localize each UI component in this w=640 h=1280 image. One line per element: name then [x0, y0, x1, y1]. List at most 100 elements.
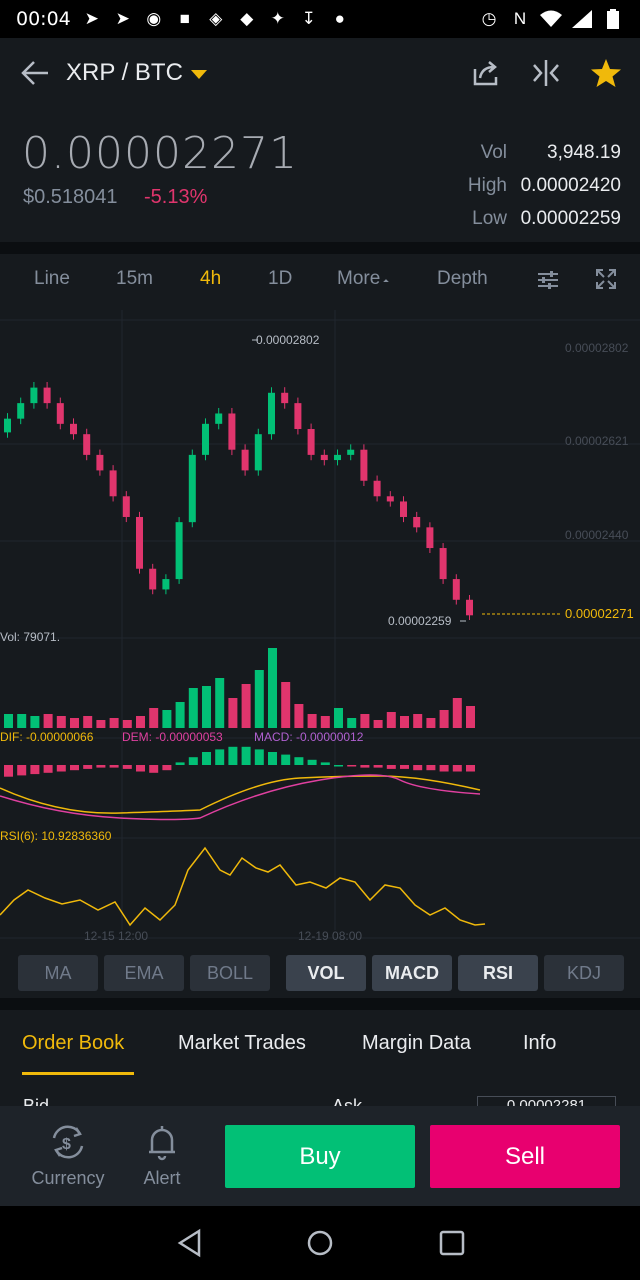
tab-line[interactable]: Line [34, 268, 70, 289]
macd-value-label: MACD: -0.00000012 [254, 730, 364, 744]
volume-bar [334, 708, 343, 728]
chart-interval-tabs: Line 15m 4h 1D More Depth [0, 258, 640, 304]
indicator-rsi[interactable]: RSI [458, 955, 538, 991]
tab-4h[interactable]: 4h [200, 268, 222, 289]
telegram-icon: ➤ [84, 9, 99, 28]
back-triangle-icon[interactable] [175, 1228, 205, 1258]
pair-dropdown-icon[interactable] [190, 69, 207, 79]
y-axis-label: 0.00002440 [565, 528, 629, 542]
tab-order-book[interactable]: Order Book [22, 1032, 125, 1054]
macd-bar [162, 765, 172, 771]
volume-bars [4, 648, 475, 728]
volume-bar [413, 714, 423, 728]
chart-grid [0, 310, 640, 939]
price-stats: Vol 3,948.19 High 0.00002420 Low 0.00002… [468, 136, 621, 235]
volume-bar [70, 718, 79, 728]
macd-bar [241, 746, 251, 765]
macd-bar [83, 765, 93, 769]
favorite-star-icon[interactable] [590, 57, 622, 89]
volume-bar [360, 714, 370, 728]
volume-bar [320, 716, 330, 728]
candle-body [56, 403, 64, 424]
indicator-vol[interactable]: VOL [286, 955, 366, 991]
market-tabs: Order Book Market Trades Margin Data Inf… [0, 1012, 640, 1076]
indicator-lines [0, 774, 486, 927]
candle-body [122, 496, 130, 517]
macd-dem-line [0, 774, 481, 821]
candle-body [149, 568, 157, 590]
indicator-boll[interactable]: BOLL [190, 955, 270, 991]
pair-title[interactable]: XRP / BTC [66, 59, 183, 86]
macd-bar [175, 762, 185, 765]
tab-margin-data[interactable]: Margin Data [362, 1032, 471, 1054]
stat-value: 0.00002259 [520, 207, 621, 229]
volume-bar [268, 648, 277, 728]
candle-body [386, 496, 394, 502]
alert-label: Alert [143, 1168, 181, 1188]
fullscreen-icon[interactable] [595, 268, 617, 290]
android-nav-bar [0, 1206, 640, 1280]
volume-bar [281, 682, 291, 728]
change-percent: -5.13% [144, 186, 208, 208]
notification-icons: ➤ ➤ ◉ ■ ◈ ◆ ✦ ↧ ● [81, 9, 351, 29]
volume-label: Vol: 79071. [0, 630, 60, 644]
macd-dem-label: DEM: -0.00000053 [122, 730, 223, 744]
stat-label: Vol [480, 141, 507, 163]
macd-bar [307, 759, 317, 765]
sell-button[interactable]: Sell [430, 1125, 620, 1188]
macd-bar [320, 762, 330, 765]
tab-1d[interactable]: 1D [268, 268, 293, 289]
settings-sliders-icon[interactable] [536, 268, 560, 292]
candle-body [202, 423, 209, 455]
active-tab-indicator [22, 1072, 134, 1075]
macd-bar [347, 765, 357, 767]
macd-bar [254, 749, 264, 765]
macd-bar [109, 765, 119, 768]
candle-body [268, 392, 275, 435]
indicator-ma[interactable]: MA [18, 955, 98, 991]
nfc-icon: N [513, 9, 527, 28]
chat-icon: ● [334, 9, 345, 28]
stat-label: High [467, 174, 507, 196]
currency-button[interactable]: $ Currency [28, 1120, 108, 1200]
section-divider [0, 998, 640, 1010]
candle-body [30, 387, 38, 404]
tab-more[interactable]: More [337, 268, 390, 290]
recents-square-icon[interactable] [437, 1228, 467, 1258]
volume-bar [294, 704, 304, 728]
candle-body [307, 429, 315, 455]
tab-market-trades[interactable]: Market Trades [178, 1032, 306, 1054]
tab-15m[interactable]: 15m [116, 268, 153, 289]
tab-info[interactable]: Info [523, 1032, 557, 1054]
bell-icon [149, 1126, 175, 1161]
indicator-macd[interactable]: MACD [372, 955, 452, 991]
home-circle-icon[interactable] [305, 1228, 335, 1258]
indicator-kdj[interactable]: KDJ [544, 955, 624, 991]
volume-bar [386, 712, 396, 728]
candle-body [136, 516, 143, 569]
candle-body [162, 579, 170, 590]
download-icon: ↧ [301, 9, 316, 28]
buy-button[interactable]: Buy [225, 1125, 415, 1188]
volume-bar [202, 686, 211, 728]
volume-bar [175, 702, 185, 728]
volume-bar [4, 714, 13, 728]
share-icon[interactable] [470, 57, 502, 89]
alert-button[interactable]: Alert [122, 1120, 202, 1200]
indicator-ema[interactable]: EMA [104, 955, 184, 991]
volume-bar [43, 714, 53, 728]
macd-bar [400, 765, 409, 769]
candle-body [373, 480, 381, 497]
candle-body [281, 392, 289, 404]
volume-bar [83, 716, 93, 728]
volume-bar [439, 710, 449, 728]
volume-bar [17, 714, 27, 728]
candlestick-chart[interactable]: 0.00002802 0.00002621 0.00002440 0.00002… [0, 310, 640, 950]
tab-depth[interactable]: Depth [437, 268, 488, 289]
macd-dif-label: DIF: -0.00000066 [0, 730, 94, 744]
back-arrow-icon[interactable] [18, 56, 52, 90]
macd-bar [281, 754, 291, 765]
stat-value: 3,948.19 [547, 141, 621, 163]
compare-icon[interactable] [530, 57, 562, 89]
